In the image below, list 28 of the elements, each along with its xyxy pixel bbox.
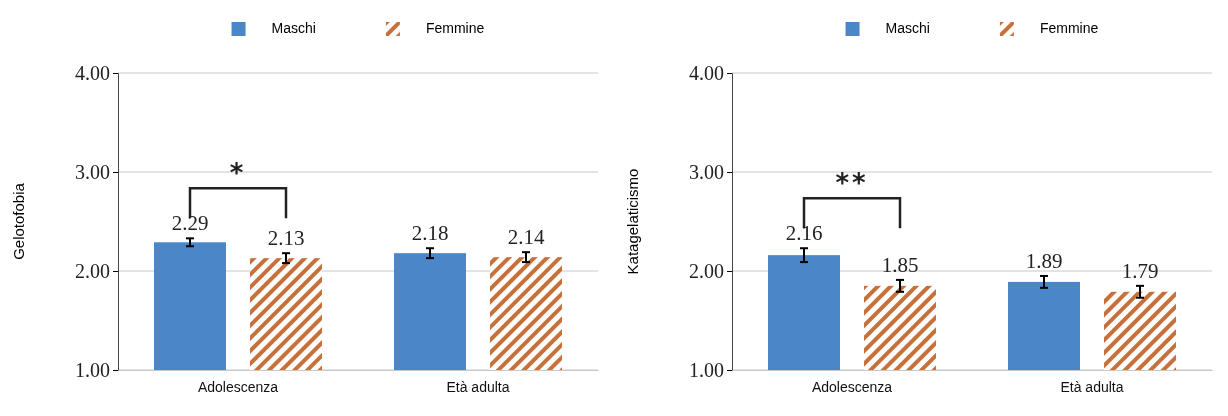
annotation: * (229, 158, 247, 189)
y-tick-label: 1.00 (689, 358, 724, 381)
x-tick-label: Adolescenza (197, 378, 279, 395)
y-tick-label: 3.00 (75, 160, 110, 183)
data-label: 2.14 (507, 225, 545, 250)
data-label: 1.85 (881, 252, 919, 277)
y-tick-label: 4.00 (75, 61, 110, 84)
y-tick-label: 2.00 (75, 259, 110, 282)
data-label: 1.89 (1025, 248, 1063, 273)
y-tick-label: 4.00 (689, 61, 724, 84)
y-axis-title: Katagelaticismo (624, 168, 641, 275)
legend-label: Femmine (1039, 20, 1099, 36)
data-label: 2.18 (411, 221, 449, 246)
legend-label: Maschi (271, 20, 316, 36)
data-label: 2.16 (785, 221, 823, 246)
x-tick-label: Adolescenza (811, 378, 893, 395)
y-axis-title: Gelotofobia (10, 182, 27, 260)
x-tick-label: Età adulta (1060, 378, 1124, 395)
data-label: 2.29 (171, 211, 209, 236)
y-tick-label: 3.00 (689, 160, 724, 183)
x-tick-label: Età adulta (446, 378, 510, 395)
data-label: 1.79 (1121, 258, 1159, 283)
y-tick-label: 2.00 (689, 259, 724, 282)
annotation: ** (835, 168, 869, 199)
data-label: 2.13 (267, 226, 305, 251)
y-tick-label: 1.00 (75, 358, 110, 381)
legend-label: Femmine (425, 20, 485, 36)
legend-label: Maschi (885, 20, 930, 36)
